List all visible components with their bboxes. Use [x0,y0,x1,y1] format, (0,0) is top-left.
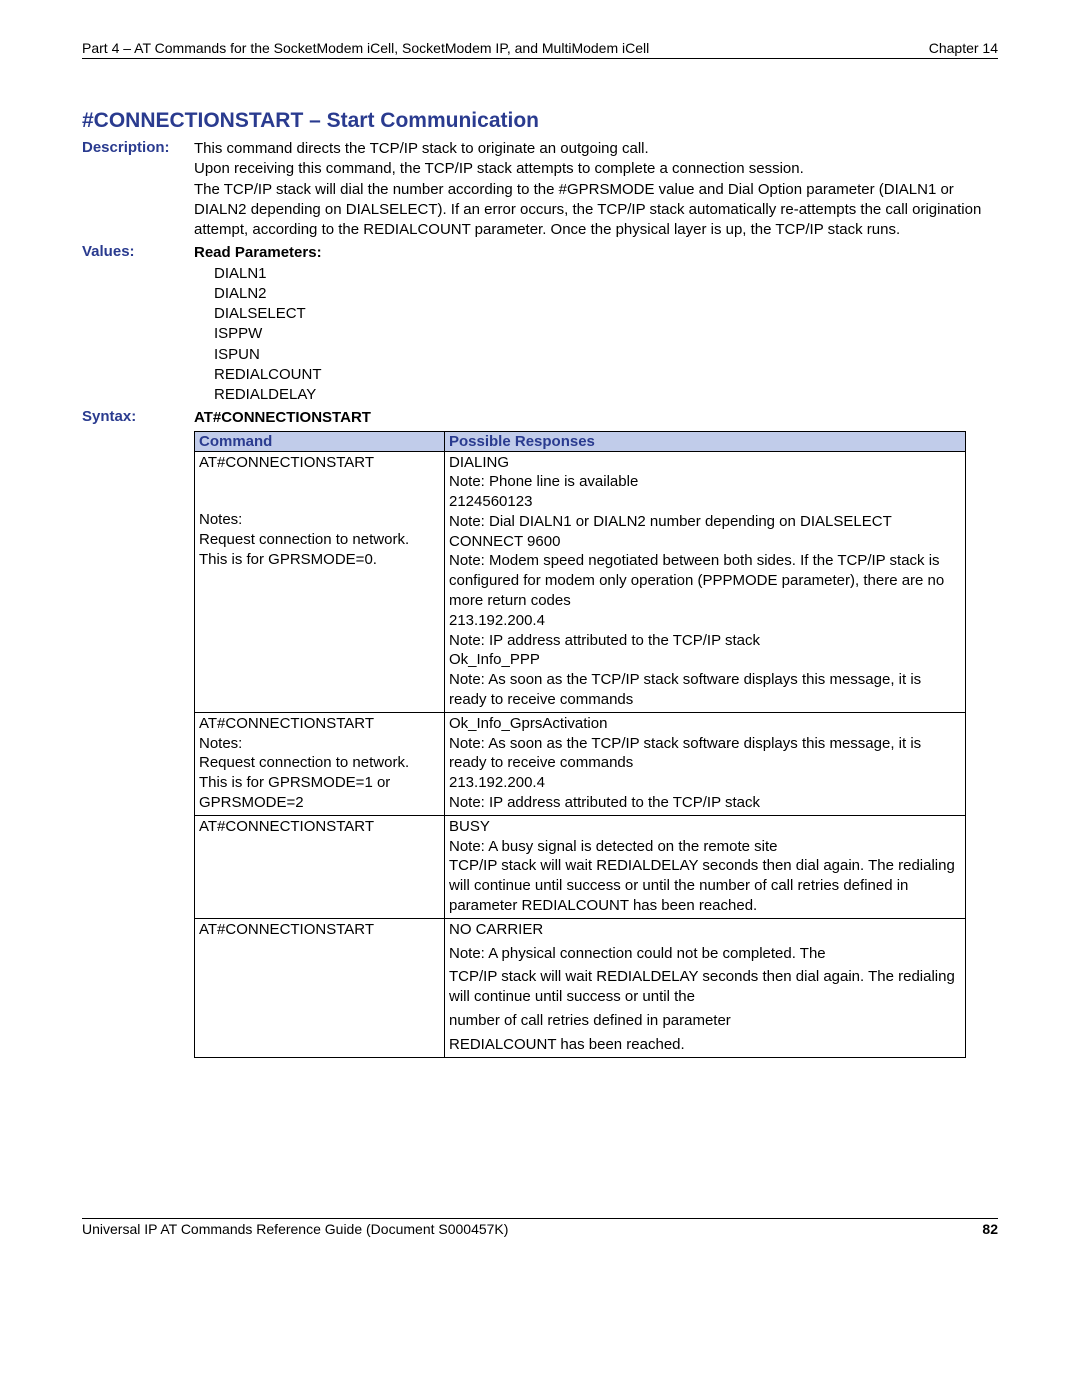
resp-line: Note: IP address attributed to the TCP/I… [449,793,961,813]
values-label: Values: [82,243,194,260]
resp-line: TCP/IP stack will wait REDIALDELAY secon… [449,967,961,1007]
resp-line: Note: As soon as the TCP/IP stack softwa… [449,734,961,774]
param: REDIALCOUNT [214,365,998,385]
resp-line: Note: Dial DIALN1 or DIALN2 number depen… [449,512,961,532]
table-row: AT#CONNECTIONSTART BUSY Note: A busy sig… [195,815,966,918]
param: DIALSELECT [214,304,998,324]
cmd-line: Request connection to network. This is f… [199,530,440,570]
cell-command: AT#CONNECTIONSTART [195,815,445,918]
cell-response: Ok_Info_GprsActivation Note: As soon as … [445,712,966,815]
cmd-line: AT#CONNECTIONSTART [199,817,440,837]
description-label: Description: [82,139,194,156]
resp-line: CONNECT 9600 [449,532,961,552]
resp-line: Note: Modem speed negotiated between bot… [449,551,961,610]
spacer [199,472,440,510]
resp-line: Ok_Info_GprsActivation [449,714,961,734]
resp-line: DIALING [449,453,961,473]
params-list: DIALN1 DIALN2 DIALSELECT ISPPW ISPUN RED… [194,264,998,406]
resp-line: Note: IP address attributed to the TCP/I… [449,631,961,651]
header-right: Chapter 14 [929,40,998,56]
syntax-label: Syntax: [82,408,194,425]
table-row: AT#CONNECTIONSTART Notes: Request connec… [195,451,966,712]
cmd-line: Notes: [199,734,440,754]
cell-response: BUSY Note: A busy signal is detected on … [445,815,966,918]
section-title: #CONNECTIONSTART – Start Communication [82,109,998,133]
description-content: This command directs the TCP/IP stack to… [194,139,998,240]
param: DIALN1 [214,264,998,284]
response-table: Command Possible Responses AT#CONNECTION… [194,431,966,1058]
page: Part 4 – AT Commands for the SocketModem… [0,0,1080,1277]
col-responses: Possible Responses [445,431,966,451]
param: DIALN2 [214,284,998,304]
page-header: Part 4 – AT Commands for the SocketModem… [82,40,998,59]
syntax-value: AT#CONNECTIONSTART [194,408,998,428]
description-p2: Upon receiving this command, the TCP/IP … [194,159,998,179]
resp-line: Note: A physical connection could not be… [449,944,961,964]
cell-command: AT#CONNECTIONSTART [195,918,445,1057]
col-command: Command [195,431,445,451]
resp-line: NO CARRIER [449,920,961,940]
table-row: AT#CONNECTIONSTART Notes: Request connec… [195,712,966,815]
resp-line: BUSY [449,817,961,837]
resp-line: Note: As soon as the TCP/IP stack softwa… [449,670,961,710]
cmd-line: AT#CONNECTIONSTART [199,714,440,734]
resp-line: 213.192.200.4 [449,611,961,631]
description-p1: This command directs the TCP/IP stack to… [194,139,998,159]
cmd-line: Request connection to network. This is f… [199,753,440,812]
header-left: Part 4 – AT Commands for the SocketModem… [82,40,649,56]
values-inner-label: Read Parameters: [194,243,998,263]
resp-line: 213.192.200.4 [449,773,961,793]
cell-response: DIALING Note: Phone line is available 21… [445,451,966,712]
resp-line: TCP/IP stack will wait REDIALDELAY secon… [449,856,961,915]
resp-line: Note: A busy signal is detected on the r… [449,837,961,857]
syntax-row: Syntax: AT#CONNECTIONSTART [82,408,998,428]
resp-line: Ok_Info_PPP [449,650,961,670]
param: REDIALDELAY [214,385,998,405]
cell-command: AT#CONNECTIONSTART Notes: Request connec… [195,712,445,815]
cell-command: AT#CONNECTIONSTART Notes: Request connec… [195,451,445,712]
resp-line: 2124560123 [449,492,961,512]
description-p3: The TCP/IP stack will dial the number ac… [194,180,998,241]
resp-line: REDIALCOUNT has been reached. [449,1035,961,1055]
description-row: Description: This command directs the TC… [82,139,998,240]
page-footer: Universal IP AT Commands Reference Guide… [82,1218,998,1237]
cmd-line: AT#CONNECTIONSTART [199,920,440,940]
values-row: Values: Read Parameters: DIALN1 DIALN2 D… [82,243,998,405]
resp-line: number of call retries defined in parame… [449,1011,961,1031]
table-row: AT#CONNECTIONSTART NO CARRIER Note: A ph… [195,918,966,1057]
cmd-line: AT#CONNECTIONSTART [199,453,440,473]
param: ISPPW [214,324,998,344]
values-content: Read Parameters: DIALN1 DIALN2 DIALSELEC… [194,243,998,405]
resp-line: Note: Phone line is available [449,472,961,492]
footer-left: Universal IP AT Commands Reference Guide… [82,1221,508,1237]
param: ISPUN [214,345,998,365]
cmd-line: Notes: [199,510,440,530]
cell-response: NO CARRIER Note: A physical connection c… [445,918,966,1057]
table-header-row: Command Possible Responses [195,431,966,451]
footer-page-number: 82 [982,1221,998,1237]
